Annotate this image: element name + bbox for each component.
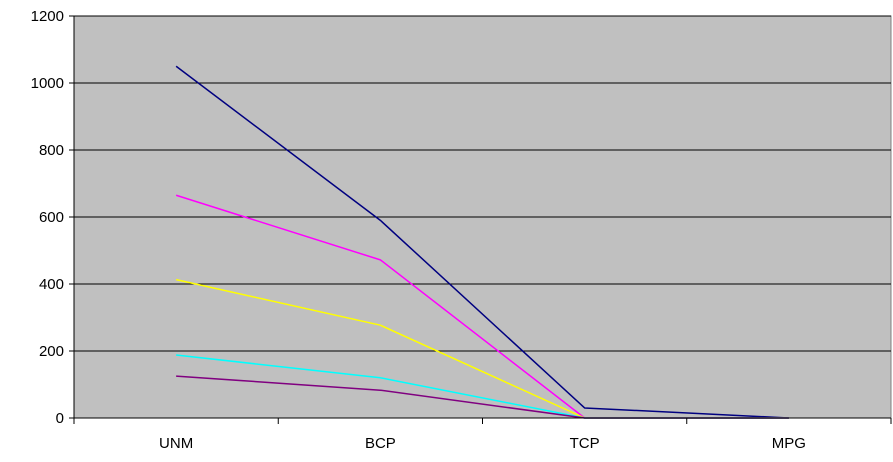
- y-tick-label: 200: [39, 343, 64, 360]
- series-line-1: [175, 65, 789, 419]
- gridlines: [74, 15, 891, 352]
- y-tick-label: 0: [56, 410, 64, 427]
- y-tick-label: 600: [39, 209, 64, 226]
- y-tick-label: 1000: [31, 75, 64, 92]
- tick-labels: 0 200 400 600 800 1000 1200 UNM BCP TCP MPG: [31, 8, 806, 452]
- x-tick-label: UNM: [159, 435, 193, 452]
- axes: [69, 15, 892, 424]
- x-tick-label: TCP: [570, 435, 600, 452]
- x-tick-label: BCP: [365, 435, 396, 452]
- y-tick-label: 1200: [31, 8, 64, 25]
- x-tick-label: MPG: [772, 435, 806, 452]
- y-tick-label: 400: [39, 276, 64, 293]
- y-tick-label: 800: [39, 142, 64, 159]
